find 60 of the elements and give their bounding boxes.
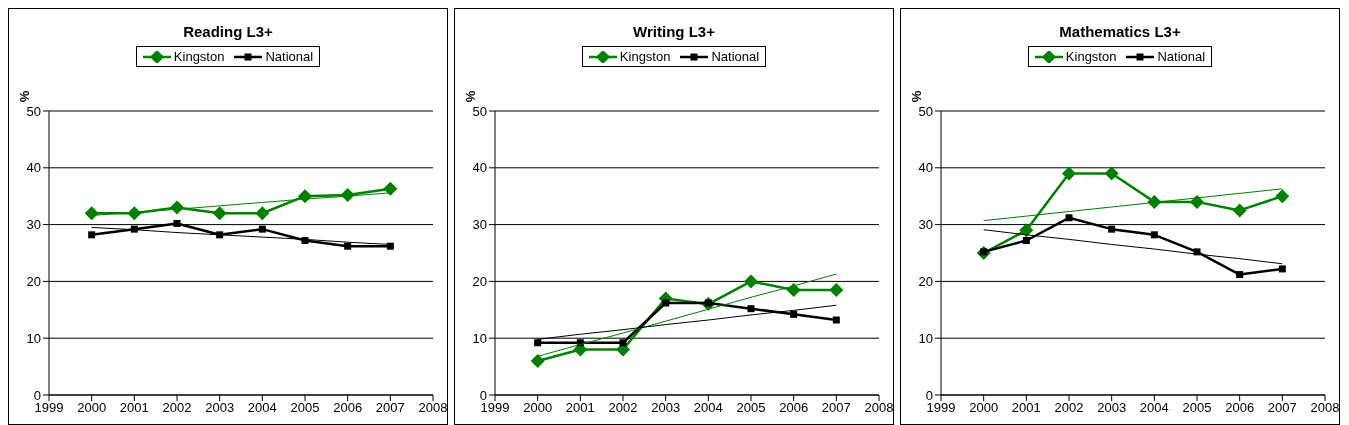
x-tick-label: 2005 <box>736 400 766 416</box>
y-tick-label: 20 <box>26 274 41 290</box>
y-tick-label: 20 <box>472 274 487 290</box>
x-tick-label: 2001 <box>119 400 149 416</box>
x-tick-label: 2005 <box>290 400 320 416</box>
legend-label: Kingston <box>1064 49 1117 64</box>
y-tick-label: 40 <box>918 160 933 176</box>
y-tick-label: 10 <box>26 330 41 346</box>
y-tick-label: 30 <box>26 217 41 233</box>
x-tick-label: 1999 <box>34 400 64 416</box>
x-tick-label: 2008 <box>418 400 448 416</box>
y-tick-label: 30 <box>918 217 933 233</box>
x-tick-label: 1999 <box>926 400 956 416</box>
x-tick-label: 2004 <box>1139 400 1169 416</box>
x-tick-label: 2003 <box>651 400 681 416</box>
legend-label: National <box>264 49 314 64</box>
x-tick-label: 2001 <box>1011 400 1041 416</box>
y-axis-title: % <box>909 90 925 103</box>
x-tick-label: 2000 <box>77 400 107 416</box>
y-tick-label: 0 <box>479 387 487 403</box>
x-tick-label: 2008 <box>1310 400 1340 416</box>
x-tick-label: 2006 <box>1225 400 1255 416</box>
y-tick-label: 10 <box>918 330 933 346</box>
x-tick-label: 2002 <box>608 400 638 416</box>
y-tick-label: 10 <box>472 330 487 346</box>
x-tick-label: 2004 <box>693 400 723 416</box>
y-tick-label: 40 <box>472 160 487 176</box>
x-tick-label: 1999 <box>480 400 510 416</box>
legend-label: Kingston <box>618 49 671 64</box>
chart-title: Writing L3+ <box>632 23 716 40</box>
y-tick-label: 0 <box>925 387 933 403</box>
x-tick-label: 2001 <box>565 400 595 416</box>
y-tick-label: 30 <box>472 217 487 233</box>
x-tick-label: 2007 <box>821 400 851 416</box>
y-tick-label: 50 <box>26 103 41 119</box>
legend-label: Kingston <box>172 49 225 64</box>
y-tick-label: 50 <box>918 103 933 119</box>
legend-label: National <box>710 49 760 64</box>
x-tick-label: 2005 <box>1182 400 1212 416</box>
chart-title: Reading L3+ <box>182 23 274 40</box>
y-tick-label: 50 <box>472 103 487 119</box>
y-tick-label: 0 <box>33 387 41 403</box>
y-axis-title: % <box>463 90 479 103</box>
x-tick-label: 2004 <box>247 400 277 416</box>
chart-title: Mathematics L3+ <box>1058 23 1182 40</box>
x-tick-label: 2006 <box>779 400 809 416</box>
x-tick-label: 2002 <box>162 400 192 416</box>
legend-label: National <box>1156 49 1206 64</box>
x-tick-label: 2008 <box>864 400 894 416</box>
y-axis-title: % <box>17 90 33 103</box>
y-tick-label: 20 <box>918 274 933 290</box>
x-tick-label: 2006 <box>333 400 363 416</box>
y-tick-label: 40 <box>26 160 41 176</box>
x-tick-label: 2003 <box>205 400 235 416</box>
x-tick-label: 2007 <box>1267 400 1297 416</box>
x-tick-label: 2000 <box>969 400 999 416</box>
x-tick-label: 2003 <box>1097 400 1127 416</box>
x-tick-label: 2000 <box>523 400 553 416</box>
x-tick-label: 2007 <box>375 400 405 416</box>
x-tick-label: 2002 <box>1054 400 1084 416</box>
